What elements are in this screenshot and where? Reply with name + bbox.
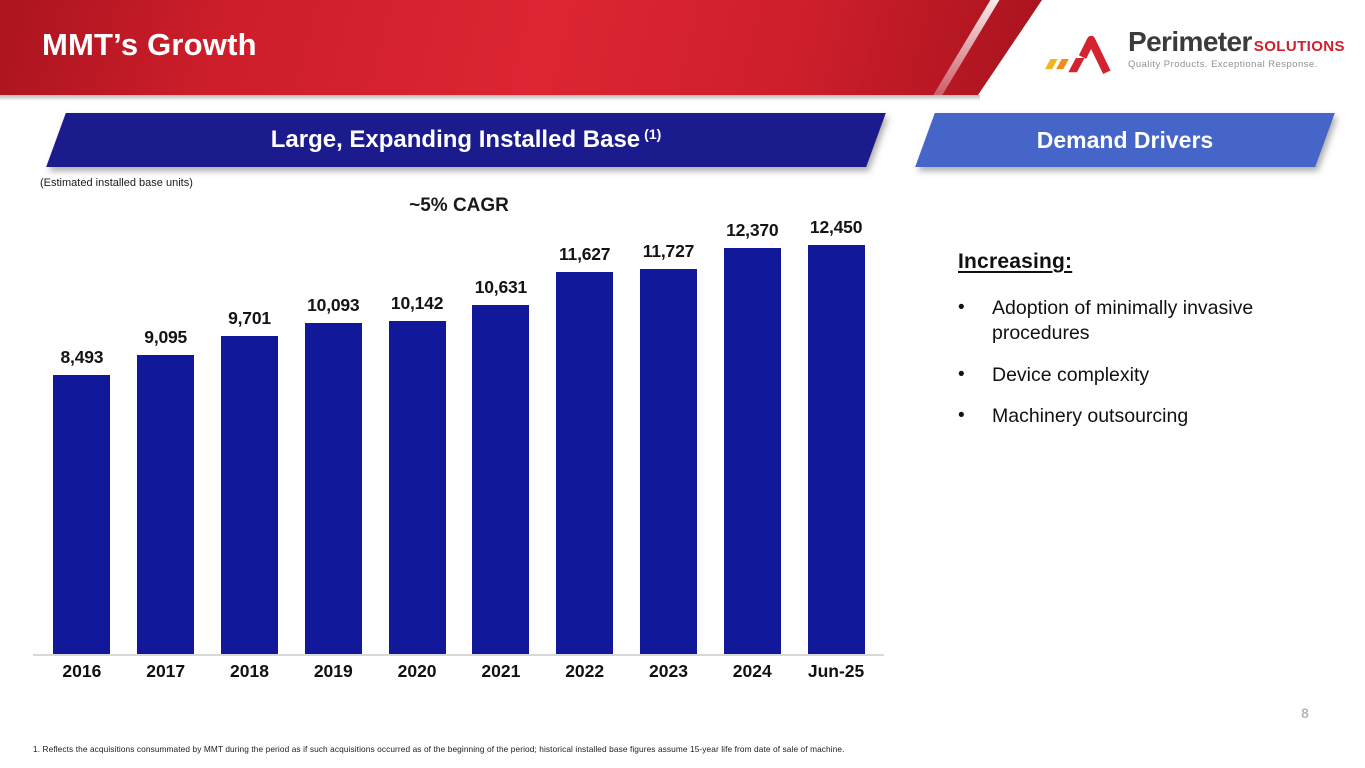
footnote-reference: (1) <box>644 126 662 142</box>
bar-column: 12,450 <box>794 195 878 655</box>
x-axis-tick-label: 2021 <box>481 661 521 681</box>
bar-column: 12,370 <box>710 195 794 655</box>
x-axis-tick-label: 2020 <box>397 661 437 681</box>
x-axis-tick-label: 2018 <box>230 661 269 681</box>
footnote: 1. Reflects the acquisitions consummated… <box>33 744 845 754</box>
bar <box>53 375 111 655</box>
header-banner <box>0 0 1042 95</box>
x-axis-tick-label: 2016 <box>62 661 102 681</box>
bar-column: 9,701 <box>208 195 292 655</box>
x-axis-tick-label: 2022 <box>565 661 605 681</box>
logo-text: Perimeter SOLUTIONS Quality Products. Ex… <box>1128 26 1345 70</box>
bar <box>639 269 697 655</box>
bullet-item: • Machinery outsourcing <box>958 404 1333 429</box>
x-axis-tick-label: 2024 <box>732 661 772 681</box>
company-logo: Perimeter SOLUTIONS Quality Products. Ex… <box>1044 26 1345 82</box>
bar-value-label: 11,727 <box>642 241 695 261</box>
x-axis-tick-label: 2023 <box>649 661 688 681</box>
installed-base-banner-label: Large, Expanding Installed Base <box>270 126 641 153</box>
bar <box>137 355 195 655</box>
bar <box>556 272 614 655</box>
bar <box>723 248 781 655</box>
increasing-heading: Increasing: <box>958 250 1073 273</box>
bullet-text: Device complexity <box>992 363 1150 386</box>
cagr-annotation: ~5% CAGR <box>409 195 509 216</box>
installed-base-banner-title: Large, Expanding Installed Base (1) <box>56 113 876 167</box>
bar-column: 11,627 <box>543 195 627 655</box>
page-number: 8 <box>1301 706 1309 721</box>
bullet-icon: • <box>958 297 965 318</box>
bullet-item: • Adoption of minimally invasive procedu… <box>958 296 1333 347</box>
bar <box>220 336 278 655</box>
bullet-icon: • <box>958 363 965 385</box>
x-axis-tick-label: Jun-25 <box>807 661 865 681</box>
bar-column: 10,631 <box>459 195 543 655</box>
chart-plot-area: 8,493 9,095 9,701 10,093 10,142 10,631 11,627 1… <box>40 195 878 655</box>
brand-suffix: SOLUTIONS <box>1253 38 1345 55</box>
demand-drivers-panel: Increasing: • Adoption of minimally inva… <box>958 250 1333 445</box>
bar <box>807 245 865 655</box>
bullet-item: • Device complexity <box>958 363 1333 388</box>
bar-column: 11,727 <box>627 195 711 655</box>
bar-value-label: 10,142 <box>390 293 444 313</box>
bullet-icon: • <box>958 405 965 427</box>
x-axis-labels: 2016 2017 2018 2019 2020 2021 2022 2023 2024 Jun-… <box>40 661 878 682</box>
header-shadow <box>0 95 980 101</box>
bar-value-label: 8,493 <box>60 347 104 367</box>
bar-value-label: 11,627 <box>558 244 611 264</box>
bar-value-label: 12,450 <box>809 217 863 237</box>
x-axis-line <box>33 654 884 656</box>
bullet-text: Machinery outsourcing <box>992 405 1189 428</box>
bar-value-label: 9,095 <box>144 327 188 347</box>
header-diagonal-stripe <box>927 0 1003 95</box>
bar-column: 10,142 <box>375 195 459 655</box>
demand-drivers-banner-title: Demand Drivers <box>1036 126 1214 153</box>
bar-column: 9,095 <box>124 195 208 655</box>
bar <box>472 305 530 655</box>
bar <box>304 323 362 655</box>
bar-value-label: 10,631 <box>474 277 528 297</box>
brand-name: Perimeter <box>1128 26 1252 57</box>
bar-column: 8,493 <box>40 195 124 655</box>
perimeter-a-mark-icon <box>1045 35 1111 74</box>
bar-value-label: 9,701 <box>228 308 271 328</box>
units-note: (Estimated installed base units) <box>40 177 193 189</box>
slide-title: MMT’s Growth <box>42 27 257 62</box>
bar-value-label: 12,370 <box>726 220 779 240</box>
bar <box>388 321 446 655</box>
x-axis-tick-label: 2019 <box>313 661 353 681</box>
brand-tagline: Quality Products. Exceptional Response. <box>1128 59 1318 70</box>
bar-value-label: 10,093 <box>307 295 360 315</box>
installed-base-bar-chart: 8,493 9,095 9,701 10,093 10,142 10,631 11,627 1… <box>33 195 884 695</box>
x-axis-tick-label: 2017 <box>146 661 186 681</box>
bullet-text: Adoption of minimally invasive procedure… <box>992 297 1254 345</box>
bar-column: 10,093 <box>291 195 375 655</box>
